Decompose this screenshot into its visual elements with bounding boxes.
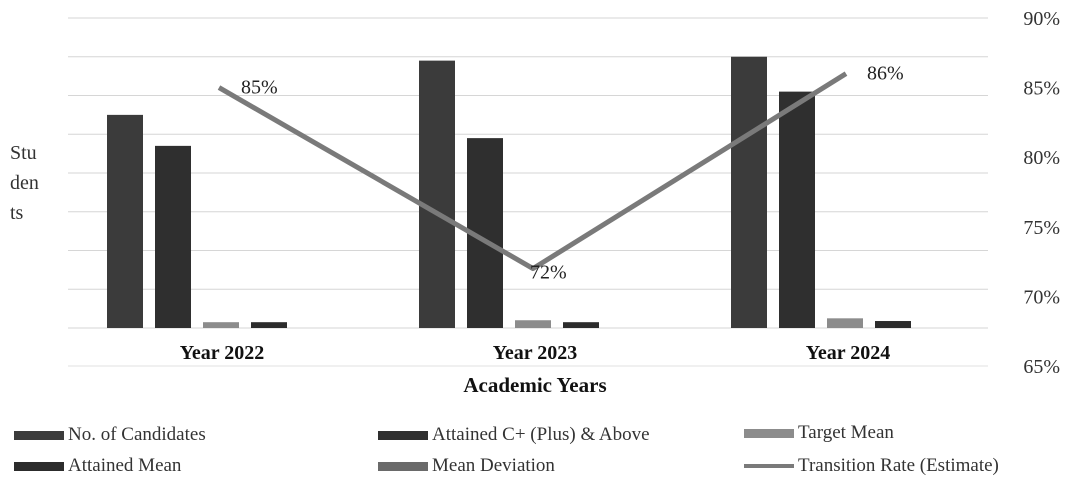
bars-layer xyxy=(107,56,911,328)
bar-target-mean xyxy=(827,318,863,328)
bar-no-of-candidates xyxy=(419,60,455,328)
legend-swatch xyxy=(14,461,64,471)
bar-attained-mean xyxy=(251,322,287,328)
legend-label: Mean Deviation xyxy=(432,455,555,476)
legend-item: Mean Deviation xyxy=(378,455,555,477)
legend-item: Target Mean xyxy=(744,422,894,444)
legend-label: Target Mean xyxy=(798,422,894,443)
bar-target-mean xyxy=(203,322,239,328)
legend-item: Attained Mean xyxy=(14,455,181,477)
y-right-tick-labels: 65% 70% 75% 80% 85% 90% xyxy=(1023,8,1060,378)
bar-attained-mean xyxy=(875,321,911,328)
legend-item: No. of Candidates xyxy=(14,424,206,446)
legend-swatch xyxy=(744,464,794,468)
legend-item: Attained C+ (Plus) & Above xyxy=(378,424,650,446)
bar-attained-mean xyxy=(563,322,599,328)
legend-swatch xyxy=(378,461,428,471)
x-tick-label: Year 2024 xyxy=(806,342,891,364)
transition-rate-data-label: 72% xyxy=(530,262,567,284)
y-axis-title-line: ts xyxy=(10,202,24,224)
y-right-tick-label: 80% xyxy=(1023,147,1060,169)
y-right-tick-label: 90% xyxy=(1023,8,1060,30)
y-right-tick-label: 70% xyxy=(1023,286,1060,308)
x-axis-title: Academic Years xyxy=(463,373,606,397)
legend-swatch xyxy=(14,430,64,440)
legend-label: Transition Rate (Estimate) xyxy=(798,455,999,476)
x-tick-labels: Year 2022 Year 2023 Year 2024 xyxy=(180,342,891,364)
legend-swatch xyxy=(744,428,794,438)
x-tick-label: Year 2023 xyxy=(493,342,578,364)
bar-target-mean xyxy=(515,320,551,328)
y-right-tick-label: 65% xyxy=(1023,356,1060,378)
bar-attained-c-plus-above xyxy=(155,145,191,328)
y-axis-title: Stu den ts xyxy=(10,138,50,228)
y-axis-title-line: den xyxy=(10,172,39,194)
legend-item: Transition Rate (Estimate) xyxy=(744,455,999,477)
y-right-tick-label: 75% xyxy=(1023,217,1060,239)
x-tick-label: Year 2022 xyxy=(180,342,265,364)
transition-rate-line xyxy=(217,71,848,272)
bar-no-of-candidates xyxy=(107,114,143,328)
legend-label: No. of Candidates xyxy=(68,424,206,445)
y-right-tick-label: 85% xyxy=(1023,78,1060,100)
transition-rate-data-label: 85% xyxy=(241,77,278,99)
legend-swatch xyxy=(378,430,428,440)
bar-no-of-candidates xyxy=(731,56,767,328)
y-axis-title-line: Stu xyxy=(10,142,37,164)
legend-label: Attained Mean xyxy=(68,455,182,476)
legend-label: Attained C+ (Plus) & Above xyxy=(432,424,650,445)
bar-attained-c-plus-above xyxy=(779,91,815,328)
transition-rate-data-label: 86% xyxy=(867,63,904,85)
gridlines xyxy=(68,17,988,367)
transition-line-layer: 85% 72% 86% xyxy=(217,63,904,284)
